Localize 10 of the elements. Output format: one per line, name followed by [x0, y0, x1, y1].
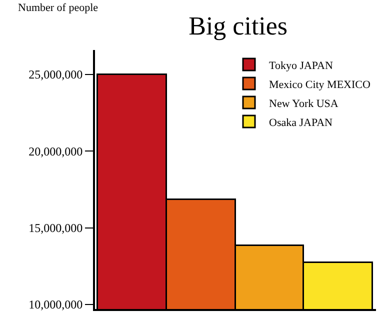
y-tick-label: 20,000,000: [28, 144, 83, 158]
legend-label: Mexico City MEXICO: [269, 78, 370, 91]
y-tick-label: 25,000,000: [28, 68, 83, 82]
y-tick-label: 15,000,000: [28, 220, 83, 235]
legend-label: Osaka JAPAN: [269, 116, 333, 129]
y-axis-title: Number of people: [18, 2, 98, 14]
y-tick-label: 10,000,000: [28, 298, 83, 312]
chart-title: Big cities: [188, 11, 288, 40]
legend-label: New York USA: [269, 98, 338, 110]
legend-label: Tokyo JAPAN: [269, 60, 333, 72]
